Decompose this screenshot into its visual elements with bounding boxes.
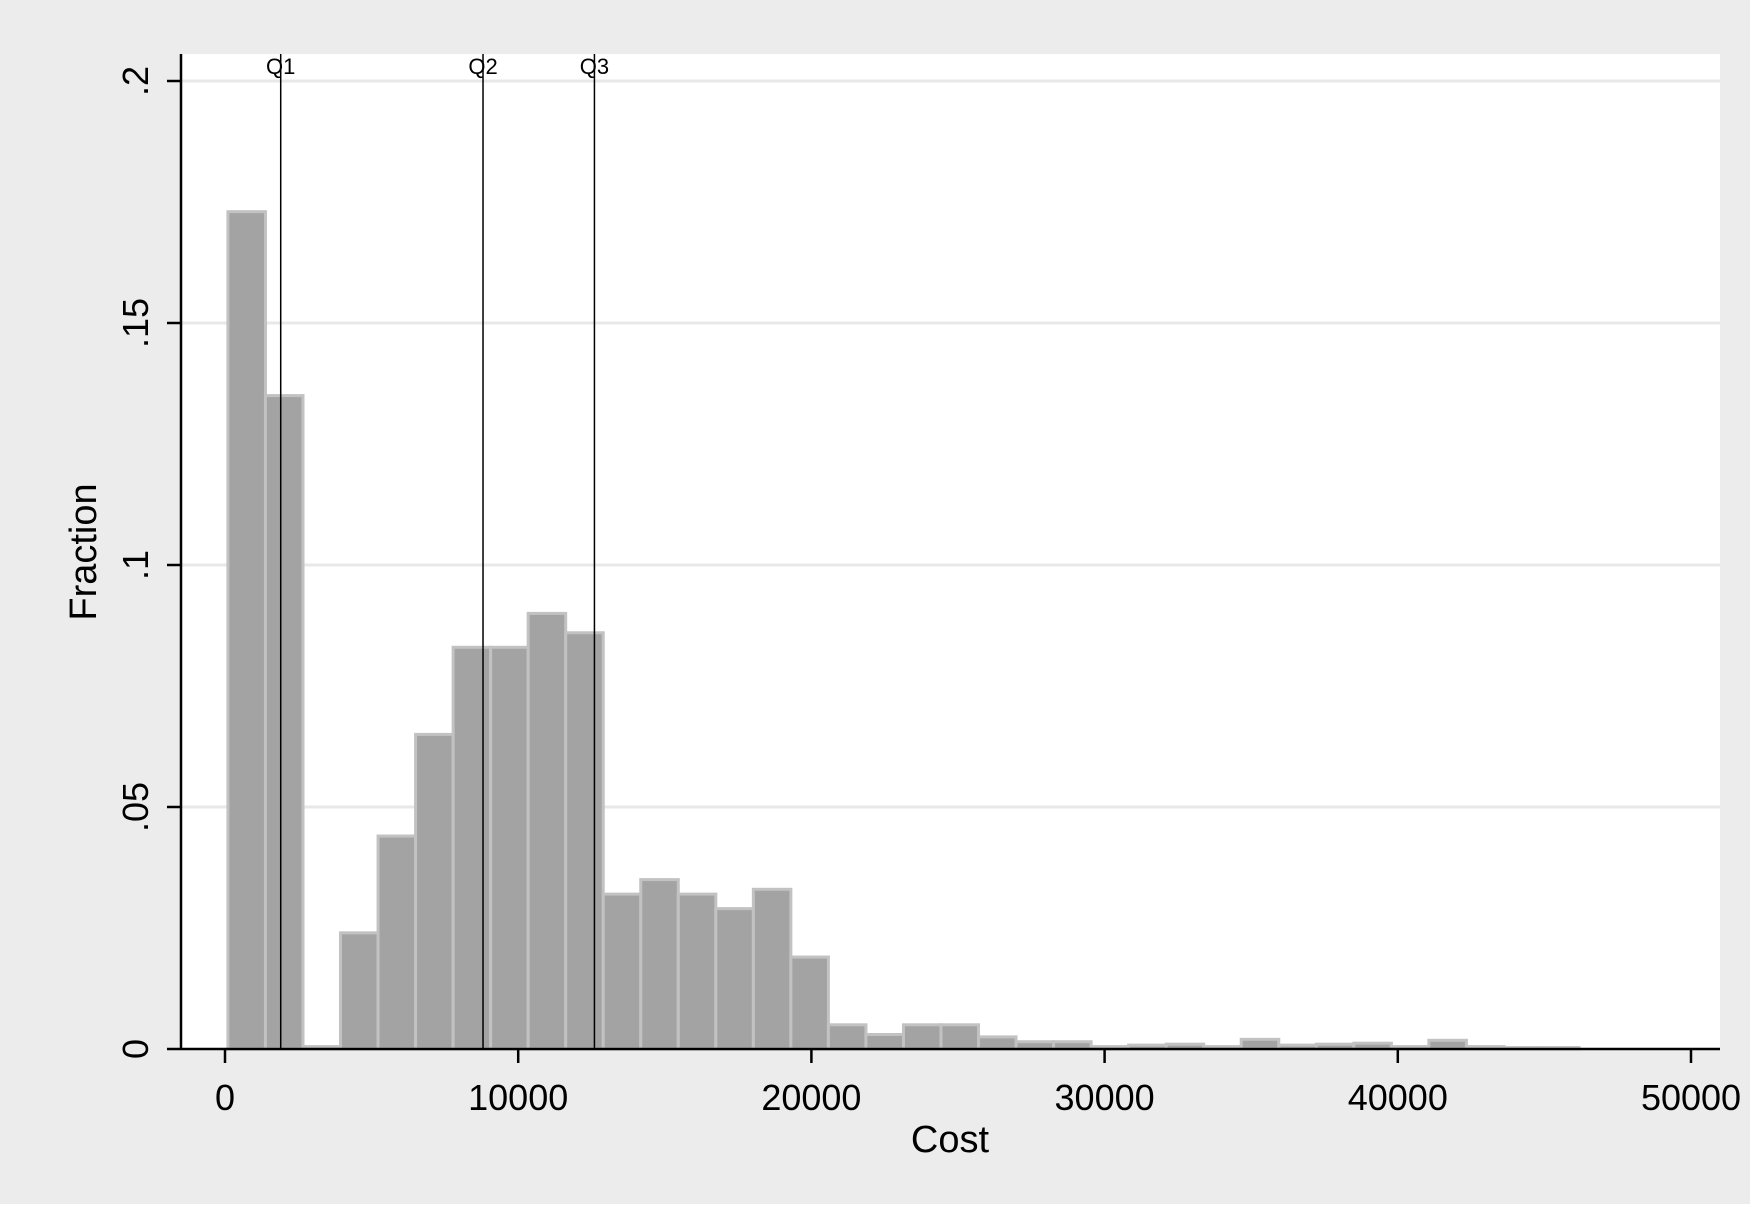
histogram-bar — [977, 1035, 1018, 1051]
x-axis-title: Cost — [911, 1119, 990, 1161]
axes — [179, 54, 1720, 1051]
y-tick-label: .15 — [115, 298, 156, 348]
histogram-bar — [376, 834, 418, 1051]
histogram-bar — [676, 892, 718, 1051]
y-axis-title: Fraction — [63, 483, 105, 620]
x-tick-label: 30000 — [1055, 1077, 1155, 1118]
histogram-bar — [601, 892, 643, 1051]
reference-line-label: Q2 — [468, 54, 497, 79]
y-tick-label: .1 — [115, 550, 156, 580]
histogram-bar — [939, 1023, 981, 1051]
histogram-bar — [564, 631, 605, 1051]
y-tick-label: 0 — [115, 1039, 156, 1059]
reference-line-label: Q3 — [580, 54, 609, 79]
histogram-bar — [901, 1023, 943, 1051]
histogram-bar — [826, 1023, 868, 1051]
x-tick-label: 40000 — [1348, 1077, 1448, 1118]
x-tick-label: 10000 — [468, 1077, 568, 1118]
histogram-bar — [451, 645, 493, 1051]
x-ticks: 0 10000 20000 30000 40000 50000 — [215, 1049, 1741, 1118]
histogram-bar — [226, 210, 267, 1051]
histogram-bar — [489, 645, 530, 1051]
histogram-bar — [639, 878, 680, 1051]
histogram-bar — [414, 732, 455, 1051]
x-tick-label: 0 — [215, 1077, 235, 1118]
y-tick-label: .05 — [115, 782, 156, 832]
histogram-bar — [263, 394, 305, 1051]
histogram-bar — [1239, 1037, 1281, 1051]
y-tick-label: .2 — [115, 66, 156, 96]
reference-line-label: Q1 — [266, 54, 295, 79]
histogram-bar — [1427, 1038, 1468, 1051]
bars — [226, 210, 1581, 1051]
histogram-bar — [864, 1032, 905, 1051]
histogram-bar — [339, 931, 380, 1051]
histogram-bar — [789, 955, 830, 1051]
reference-lines: Q1 Q2 Q3 — [266, 54, 609, 1049]
x-tick-label: 50000 — [1641, 1077, 1741, 1118]
histogram-bar — [751, 887, 793, 1051]
x-tick-label: 20000 — [761, 1077, 861, 1118]
histogram-bar — [526, 611, 568, 1051]
y-ticks: 0 .05 .1 .15 .2 — [115, 66, 181, 1059]
histogram-bar — [714, 907, 755, 1051]
